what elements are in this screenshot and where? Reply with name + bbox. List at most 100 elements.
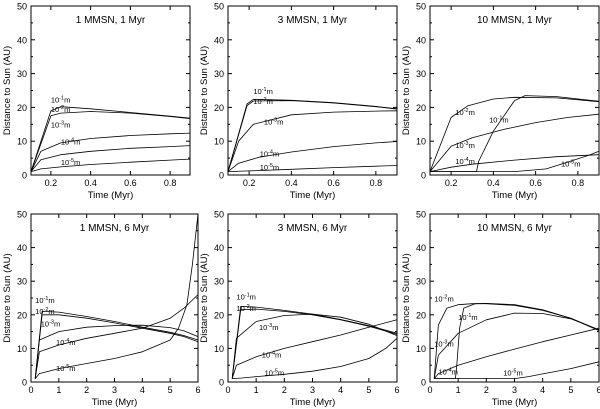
curve-label-base: 10 (61, 138, 69, 147)
series-line-3 (34, 324, 199, 379)
curve-label-exponent: -2 (443, 294, 448, 300)
x-tick-label: 1 (56, 385, 61, 395)
y-axis-label: Distance to Sun (AU) (199, 46, 210, 135)
series-line-2 (429, 96, 600, 172)
curve-label: 10-1m (51, 95, 70, 104)
y-tick-label: 30 (214, 277, 224, 287)
curve-label-unit: m (267, 87, 273, 96)
y-tick-label: 50 (17, 210, 27, 220)
chart-title: 1 MMSN, 1 Myr (76, 15, 146, 26)
series-line-2 (433, 303, 600, 379)
curve-label-exponent: -3 (272, 117, 277, 123)
curve-label: 10-2m (434, 294, 453, 303)
curve-label-base: 10 (236, 293, 244, 302)
curve-label-unit: m (278, 368, 284, 377)
x-tick-label: 0 (28, 385, 33, 395)
series-line-4 (30, 145, 191, 172)
chart-title: 3 MMSN, 1 Myr (278, 15, 348, 26)
curve-label-exponent: -1 (467, 313, 472, 319)
y-tick-label: 30 (214, 69, 224, 79)
curve-label-unit: m (273, 163, 279, 172)
x-axis-label: Time (Myr) (88, 190, 134, 201)
x-tick-label: 4 (338, 385, 343, 395)
curve-label: 10-5m (265, 368, 284, 377)
curve-label-unit: m (469, 108, 475, 117)
curve-label-exponent: -5 (69, 158, 74, 164)
curve-label-exponent: -3 (443, 340, 448, 346)
y-tick-label: 40 (416, 35, 426, 45)
y-tick-label: 40 (214, 243, 224, 253)
series-line-3 (227, 110, 398, 172)
y-tick-label: 30 (17, 277, 27, 287)
curve-label-base: 10 (253, 97, 261, 106)
curve-label-exponent: -5 (273, 368, 278, 374)
y-tick-label: 30 (416, 69, 426, 79)
curve-label-unit: m (48, 307, 54, 316)
curve-label: 10-4m (260, 149, 279, 158)
y-axis-label: Distance to Sun (AU) (401, 253, 412, 342)
x-tick-label: 4 (140, 385, 145, 395)
x-axis-label: Time (Myr) (290, 397, 336, 408)
x-axis-label: Time (Myr) (290, 190, 336, 201)
y-tick-label: 20 (17, 103, 27, 113)
curve-label-base: 10 (236, 304, 244, 313)
curve-label-base: 10 (458, 313, 466, 322)
x-tick-label: 0 (427, 385, 432, 395)
curve-label-unit: m (469, 141, 475, 150)
y-tick-label: 40 (214, 35, 224, 45)
curve-label-base: 10 (56, 364, 64, 373)
series-line-3 (30, 132, 191, 172)
x-tick-label: 0.8 (164, 178, 177, 188)
curve-label-base: 10 (455, 141, 463, 150)
x-tick-label: 0.2 (445, 178, 458, 188)
curve-label-base: 10 (434, 340, 442, 349)
curve-label: 10-4m (455, 157, 474, 166)
x-tick-label: 5 (568, 385, 573, 395)
curve-label-exponent: -2 (262, 97, 267, 103)
y-tick-label: 10 (214, 344, 224, 354)
curve-label-unit: m (471, 313, 477, 322)
curve-label: 10-2m (236, 304, 255, 313)
y-tick-label: 30 (416, 277, 426, 287)
y-axis-label: Distance to Sun (AU) (2, 46, 13, 135)
curve-label-exponent: -4 (464, 157, 469, 163)
curve-label-unit: m (64, 121, 70, 130)
curve-label-base: 10 (41, 320, 49, 329)
curve-label-unit: m (64, 95, 70, 104)
curve-label-unit: m (64, 105, 70, 114)
curve-label-base: 10 (455, 157, 463, 166)
x-tick-label: 1 (456, 385, 461, 395)
curve-label: 10-5m (56, 364, 75, 373)
series-line-2 (30, 111, 191, 172)
x-tick-label: 5 (366, 385, 371, 395)
y-tick-label: 10 (17, 137, 27, 147)
curve-label-exponent: -4 (270, 350, 275, 356)
curve-label-base: 10 (51, 105, 59, 114)
x-tick-label: 1 (254, 385, 259, 395)
curve-label-unit: m (447, 340, 453, 349)
curve-label-unit: m (516, 368, 522, 377)
x-tick-label: 0.4 (84, 178, 97, 188)
curve-label-exponent: -1 (59, 95, 64, 101)
curve-label-unit: m (277, 117, 283, 126)
curve-label: 10-3m (434, 340, 453, 349)
y-tick-label: 0 (219, 378, 224, 388)
y-tick-label: 0 (22, 171, 27, 181)
x-tick-label: 6 (195, 385, 200, 395)
curve-label-base: 10 (56, 338, 64, 347)
curve-label: 10-1m (35, 296, 54, 305)
curve-label-exponent: -5 (64, 364, 69, 370)
y-tick-label: 0 (22, 378, 27, 388)
curve-label-unit: m (447, 294, 453, 303)
curve-label-base: 10 (455, 108, 463, 117)
y-tick-label: 10 (416, 344, 426, 354)
y-tick-label: 20 (214, 310, 224, 320)
series-line-2 (34, 314, 199, 379)
series-line-1 (231, 305, 398, 379)
curve-label-exponent: -5 (512, 368, 517, 374)
x-tick-label: 0.2 (45, 178, 58, 188)
curve-label-exponent: -3 (59, 121, 64, 127)
y-tick-label: 10 (214, 137, 224, 147)
curve-label-unit: m (250, 304, 256, 313)
